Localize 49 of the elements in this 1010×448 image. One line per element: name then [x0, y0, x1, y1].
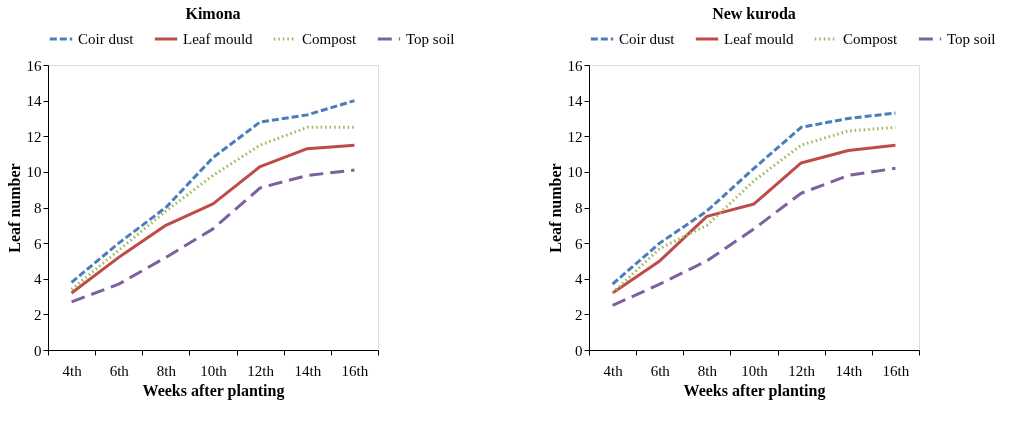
chart-title: Kimona: [185, 5, 241, 22]
line-series: [70, 99, 356, 284]
y-axis-title: Leaf number: [546, 163, 564, 253]
y-tick-label: 0: [575, 342, 583, 359]
y-tick-label: 4: [34, 271, 42, 288]
line-series: [611, 166, 897, 307]
x-tick-label: 8th: [156, 362, 177, 379]
y-tick-label: 2: [34, 306, 42, 323]
y-tick-label: 2: [575, 306, 583, 323]
x-tick-label: 4th: [603, 362, 624, 379]
x-tick-label: 14th: [294, 362, 322, 379]
y-tick-label: 8: [34, 200, 42, 216]
x-tick-label: 12th: [788, 362, 816, 379]
y-tick-label: 8: [575, 200, 583, 216]
legend-label: Top soil: [406, 31, 455, 47]
x-axis-title: Weeks after planting: [683, 381, 826, 400]
y-axis-title: Leaf number: [5, 163, 23, 253]
y-tick-label: 10: [26, 164, 42, 181]
chart-title: New kuroda: [712, 5, 796, 22]
x-tick-label: 10th: [200, 362, 228, 379]
x-tick-label: 14th: [835, 362, 863, 379]
y-tick-label: 4: [575, 271, 583, 288]
x-tick-label: 4th: [62, 362, 83, 379]
y-tick-label: 12: [26, 128, 42, 145]
legend-label: Coir dust: [619, 31, 676, 47]
y-tick-label: 12: [567, 128, 583, 145]
x-tick-label: 6th: [650, 362, 671, 379]
x-tick-label: 8th: [697, 362, 718, 379]
x-tick-label: 16th: [882, 362, 910, 379]
y-tick-label: 0: [34, 342, 42, 359]
y-tick-label: 14: [26, 93, 42, 110]
legend-label: Leaf mould: [183, 31, 254, 47]
y-tick-label: 10: [567, 164, 583, 181]
y-tick-label: 14: [567, 93, 583, 110]
y-tick-label: 16: [26, 57, 42, 74]
y-tick-label: 6: [34, 235, 42, 252]
line-series: [70, 168, 356, 304]
y-tick-label: 16: [567, 57, 583, 74]
legend-label: Top soil: [947, 31, 996, 47]
legend-label: Leaf mould: [724, 31, 795, 47]
legend-label: Compost: [843, 31, 899, 47]
x-axis-title: Weeks after planting: [142, 381, 285, 400]
legend-label: Compost: [302, 31, 358, 47]
x-tick-label: 16th: [341, 362, 369, 379]
legend-label: Coir dust: [78, 31, 135, 47]
x-tick-label: 6th: [109, 362, 130, 379]
x-tick-label: 10th: [741, 362, 769, 379]
y-tick-label: 6: [575, 235, 583, 252]
x-tick-label: 12th: [247, 362, 275, 379]
